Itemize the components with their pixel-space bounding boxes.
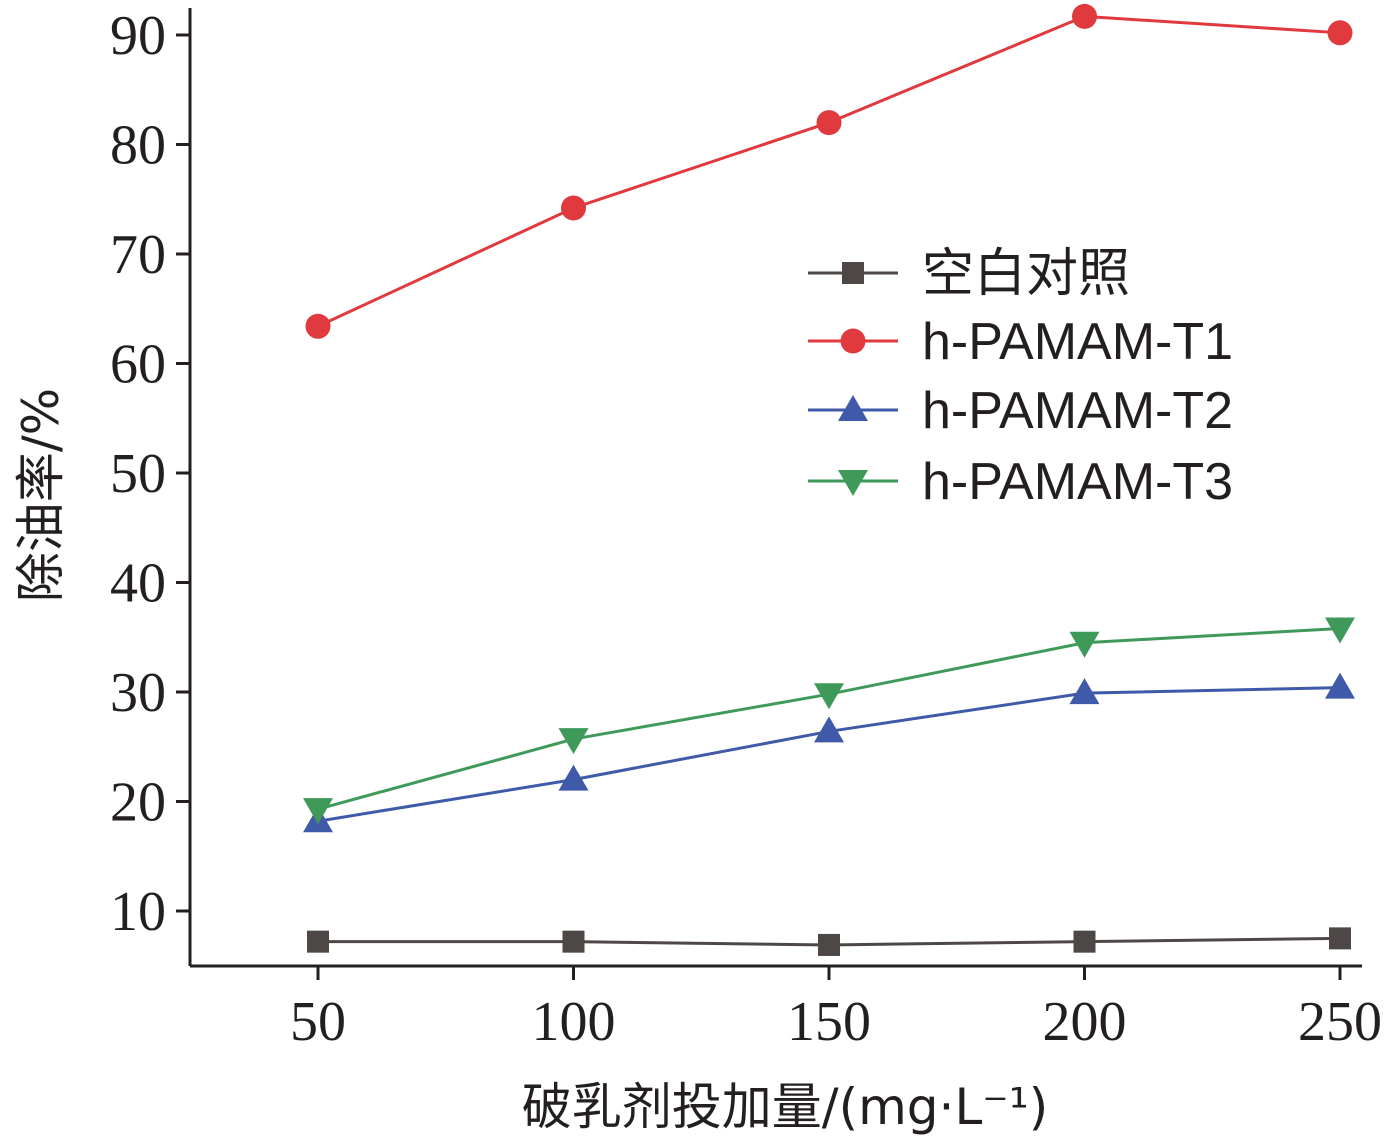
series-4 (303, 617, 1355, 825)
x-tick-label: 150 (787, 991, 871, 1053)
data-point (1073, 930, 1096, 953)
legend-marker (842, 262, 864, 284)
x-tick-label: 100 (532, 991, 616, 1053)
data-point (1072, 3, 1097, 29)
y-tick-label: 70 (110, 224, 166, 286)
data-point (1327, 20, 1353, 46)
legend-item: h-PAMAM-T2 (808, 382, 1233, 440)
data-point (561, 195, 586, 221)
data-point (307, 930, 329, 953)
legend: 空白对照 h-PAMAM-T1 h-PAMAM-T2 h-PAMAM-T3 (808, 245, 1233, 511)
y-tick-label: 80 (110, 115, 166, 177)
x-tick-label: 200 (1043, 991, 1127, 1053)
data-point (818, 933, 840, 956)
series-1 (307, 927, 1351, 956)
x-tick-label: 250 (1298, 991, 1382, 1053)
legend-item: 空白对照 (808, 245, 1130, 303)
axes (188, 8, 1362, 968)
y-tick-label: 50 (110, 443, 166, 505)
legend-label: h-PAMAM-T1 (922, 313, 1233, 371)
series-line (317, 14, 1341, 328)
data-point (816, 110, 842, 136)
data-point (558, 764, 589, 791)
x-tick-label: 50 (290, 991, 346, 1053)
data-point (305, 313, 331, 339)
legend-marker (840, 328, 866, 354)
x-axis-title: 破乳剂投加量/(mg·L⁻¹) (522, 1078, 1049, 1136)
data-point (814, 683, 844, 710)
data-point (1069, 678, 1100, 705)
y-tick-label: 40 (110, 553, 166, 615)
data-point (1069, 631, 1100, 658)
series-3 (303, 672, 1355, 833)
y-tick-label: 20 (110, 772, 166, 834)
y-tick-label: 90 (110, 5, 166, 67)
y-tick-label: 30 (110, 662, 166, 724)
y-tick-label: 60 (110, 334, 166, 396)
series-layer (303, 3, 1355, 956)
legend-item: h-PAMAM-T1 (808, 313, 1233, 371)
data-point (1325, 672, 1355, 699)
data-point (303, 798, 333, 825)
series-2 (305, 3, 1353, 339)
data-point (814, 716, 844, 743)
legend-item: h-PAMAM-T3 (808, 453, 1233, 511)
data-point (1325, 617, 1355, 644)
legend-label: 空白对照 (922, 245, 1130, 303)
y-ticks: 10 20 30 40 50 60 70 80 90 (110, 5, 190, 943)
x-ticks: 50 100 150 200 250 (290, 966, 1382, 1053)
y-tick-label: 10 (110, 881, 166, 943)
y-axis-title: 除油率/% (12, 388, 70, 602)
data-point (562, 930, 585, 953)
legend-marker (838, 470, 868, 496)
legend-marker (838, 395, 868, 421)
data-point (1329, 927, 1351, 950)
legend-label: h-PAMAM-T2 (922, 382, 1233, 440)
data-point (558, 728, 589, 755)
legend-label: h-PAMAM-T3 (922, 453, 1233, 511)
